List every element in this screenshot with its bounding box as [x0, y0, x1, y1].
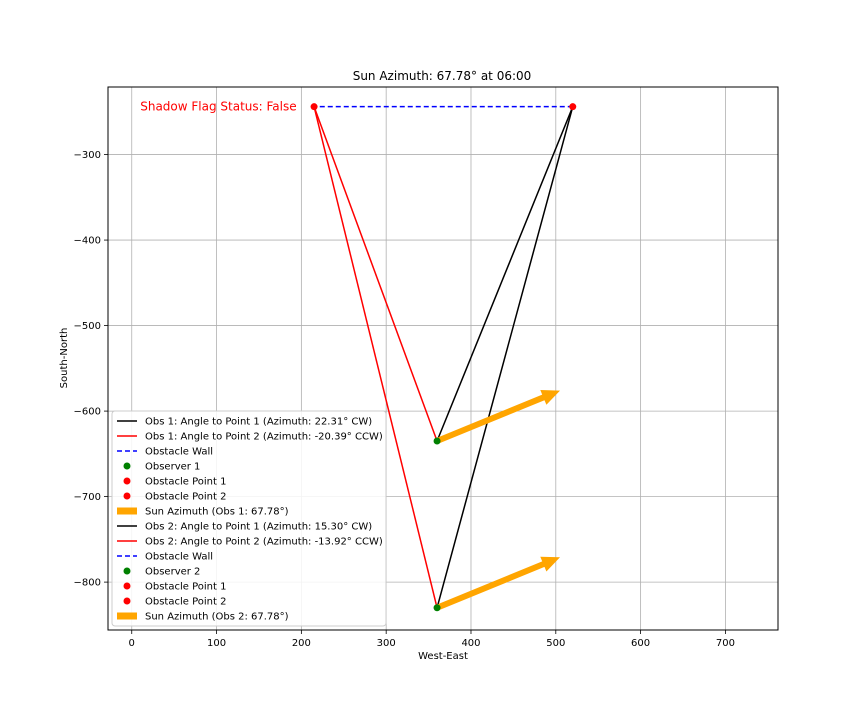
legend-patch-swatch	[117, 507, 137, 515]
legend-dot-swatch	[123, 567, 131, 575]
y-tick-label: −400	[74, 236, 101, 247]
sun-azimuth-arrow-obs1	[435, 390, 560, 444]
legend-patch-swatch	[117, 612, 137, 620]
axis-ticks: 0 100 200 300 400 500 600 700 −800 −700 −600 −500 −4…	[74, 150, 735, 649]
legend-dot-swatch	[123, 477, 131, 485]
legend-box	[111, 410, 387, 627]
observer-1-point	[433, 437, 441, 445]
x-tick-label: 600	[631, 638, 650, 649]
legend-label: Obstacle Point 2	[145, 597, 226, 608]
legend: Obs 1: Angle to Point 1 (Azimuth: 22.31°…	[111, 410, 387, 627]
x-tick-label: 400	[461, 638, 480, 649]
observer-2-point	[433, 604, 441, 612]
sight-line-obs1-point2	[313, 106, 438, 442]
axes-frame	[107, 86, 779, 631]
sight-line-obs2-point1	[436, 106, 574, 608]
obstacle-point-1	[569, 103, 577, 111]
y-axis-label: South-North	[59, 328, 70, 389]
y-tick-label: −500	[74, 321, 101, 332]
legend-label: Obs 1: Angle to Point 2 (Azimuth: -20.39…	[145, 432, 383, 443]
legend-label: Obstacle Point 1	[145, 582, 226, 593]
y-tick-label: −300	[74, 150, 101, 161]
legend-dot-swatch	[123, 597, 131, 605]
legend-label: Sun Azimuth (Obs 1: 67.78°)	[145, 507, 289, 518]
x-tick-label: 500	[546, 638, 565, 649]
legend-label: Obstacle Point 2	[145, 492, 226, 503]
y-tick-label: −600	[74, 407, 101, 418]
legend-label: Obs 2: Angle to Point 1 (Azimuth: 15.30°…	[145, 522, 372, 533]
legend-label: Obs 1: Angle to Point 1 (Azimuth: 22.31°…	[145, 417, 372, 428]
legend-label: Observer 1	[145, 462, 200, 473]
obstacle-point-2	[310, 103, 318, 111]
legend-label: Obs 2: Angle to Point 2 (Azimuth: -13.92…	[145, 537, 383, 548]
x-tick-label: 300	[377, 638, 396, 649]
x-tick-label: 200	[292, 638, 311, 649]
legend-dot-swatch	[123, 582, 131, 590]
x-axis-label: West-East	[418, 651, 468, 662]
sight-line-obs2-point2	[313, 106, 438, 608]
legend-label: Obstacle Point 1	[145, 477, 226, 488]
legend-dot-swatch	[123, 462, 131, 470]
sun-azimuth-arrow-obs2	[435, 556, 560, 611]
x-tick-label: 0	[129, 638, 135, 649]
legend-label: Observer 2	[145, 567, 200, 578]
x-tick-label: 700	[716, 638, 735, 649]
x-tick-label: 100	[207, 638, 226, 649]
y-tick-label: −800	[74, 578, 101, 589]
plot-area: Shadow Flag Status: False	[140, 100, 577, 612]
legend-dot-swatch	[123, 492, 131, 500]
shadow-flag-annotation: Shadow Flag Status: False	[140, 100, 296, 114]
legend-label: Obstacle Wall	[145, 552, 213, 563]
y-tick-label: −700	[74, 492, 101, 503]
legend-label: Obstacle Wall	[145, 447, 213, 458]
chart-title: Sun Azimuth: 67.78° at 06:00	[353, 69, 532, 83]
legend-label: Sun Azimuth (Obs 2: 67.78°)	[145, 612, 289, 623]
sight-line-obs1-point1	[436, 106, 574, 442]
